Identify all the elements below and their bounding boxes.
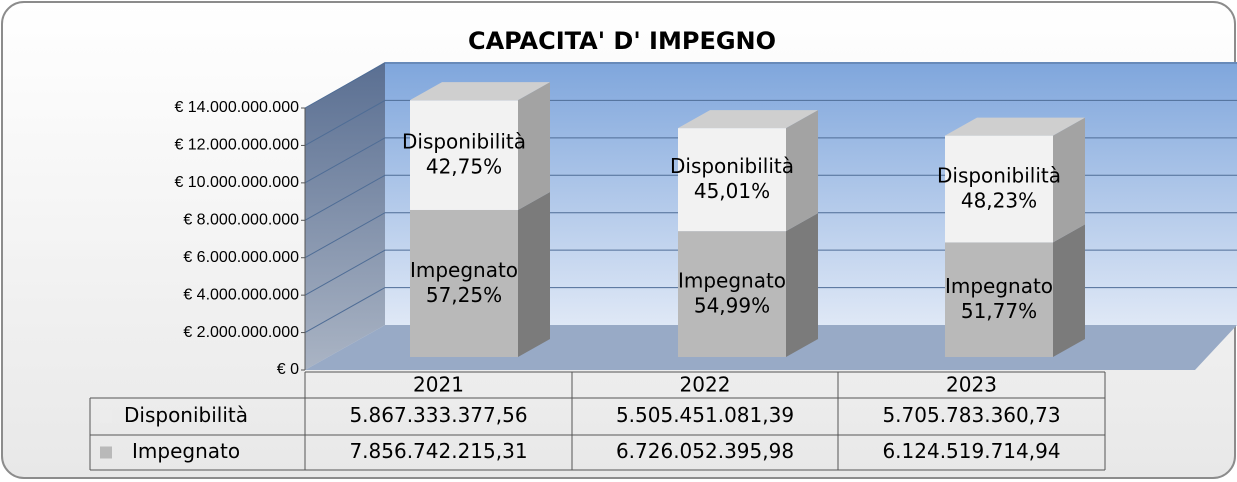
table-cell: 5.705.783.360,73 xyxy=(882,403,1060,427)
y-tick-label: € 12.000.000.000 xyxy=(174,137,299,154)
y-tick-label: € 8.000.000.000 xyxy=(183,212,299,229)
data-label-name: Impegnato xyxy=(678,269,786,293)
data-label-value: 42,75% xyxy=(426,155,502,179)
bar-top xyxy=(678,110,818,129)
side-wall xyxy=(305,62,385,370)
y-tick-label: € 6.000.000.000 xyxy=(183,249,299,266)
bar xyxy=(945,242,1053,357)
bar xyxy=(678,231,786,357)
x-tick-label: 2023 xyxy=(946,373,997,397)
data-label-name: Disponibilità xyxy=(937,163,1061,187)
legend-key xyxy=(100,410,112,423)
y-tick-label: € 0 xyxy=(277,361,299,378)
data-label-value: 57,25% xyxy=(426,283,502,307)
data-label-name: Disponibilità xyxy=(402,130,526,154)
grid-line xyxy=(304,62,1237,109)
data-label-name: Disponibilità xyxy=(670,154,794,178)
bar-top xyxy=(945,117,1085,136)
table-cell: 5.505.451.081,39 xyxy=(616,403,794,427)
y-tick-label: € 14.000.000.000 xyxy=(174,99,299,116)
data-label-name: Impegnato xyxy=(410,258,518,282)
bar-side xyxy=(786,213,818,357)
x-tick-label: 2022 xyxy=(680,373,731,397)
data-label-value: 51,77% xyxy=(961,299,1037,323)
table-cell: 6.124.519.714,94 xyxy=(882,439,1060,463)
bar-side xyxy=(518,82,550,210)
table-cell: 6.726.052.395,98 xyxy=(616,439,794,463)
legend-key xyxy=(100,446,112,459)
data-label-value: 48,23% xyxy=(961,188,1037,212)
y-tick-label: € 4.000.000.000 xyxy=(183,286,299,303)
bar xyxy=(945,135,1053,243)
grid-line xyxy=(304,99,1237,146)
data-label-name: Impegnato xyxy=(945,274,1053,298)
y-tick-label: € 10.000.000.000 xyxy=(174,174,299,191)
legend-label: Impegnato xyxy=(132,439,240,463)
x-tick-label: 2021 xyxy=(413,373,464,397)
table-cell: 7.856.742.215,31 xyxy=(349,439,527,463)
legend-label: Disponibilità xyxy=(124,403,248,427)
bar-side xyxy=(786,110,818,232)
y-tick-label: € 2.000.000.000 xyxy=(183,324,299,341)
bar-side xyxy=(1053,224,1085,357)
bar-top xyxy=(410,82,550,101)
table-cell: 5.867.333.377,56 xyxy=(349,403,527,427)
data-label-value: 45,01% xyxy=(694,179,770,203)
bar xyxy=(410,100,518,210)
data-label-value: 54,99% xyxy=(694,294,770,318)
bar xyxy=(410,209,518,357)
bar xyxy=(678,128,786,232)
chart-title: CAPACITA' D' IMPEGNO xyxy=(468,27,776,55)
bar-side xyxy=(518,191,550,357)
bar-side xyxy=(1053,117,1085,243)
